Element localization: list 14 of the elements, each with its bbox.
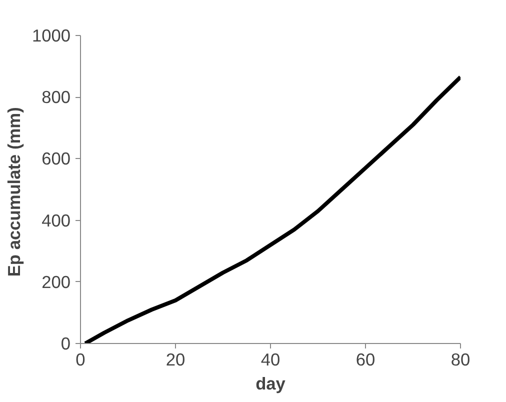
y-tick-label: 200 — [42, 272, 71, 292]
x-tick-label: 40 — [260, 350, 280, 370]
x-axis-title: day — [256, 374, 286, 394]
x-tick-label: 80 — [450, 350, 470, 370]
x-tick-label: 60 — [356, 350, 376, 370]
y-tick-label: 0 — [60, 334, 71, 354]
y-tick-label: 400 — [42, 210, 71, 230]
line-series — [83, 75, 460, 344]
x-tick-label: 20 — [166, 350, 186, 370]
y-tick-label: 800 — [42, 87, 71, 108]
x-tick-label: 0 — [76, 350, 86, 370]
y-axis-title: Ep accumulate (mm) — [4, 107, 24, 277]
y-tick-label: 1000 — [32, 26, 71, 46]
y-tick-label: 600 — [42, 148, 71, 169]
